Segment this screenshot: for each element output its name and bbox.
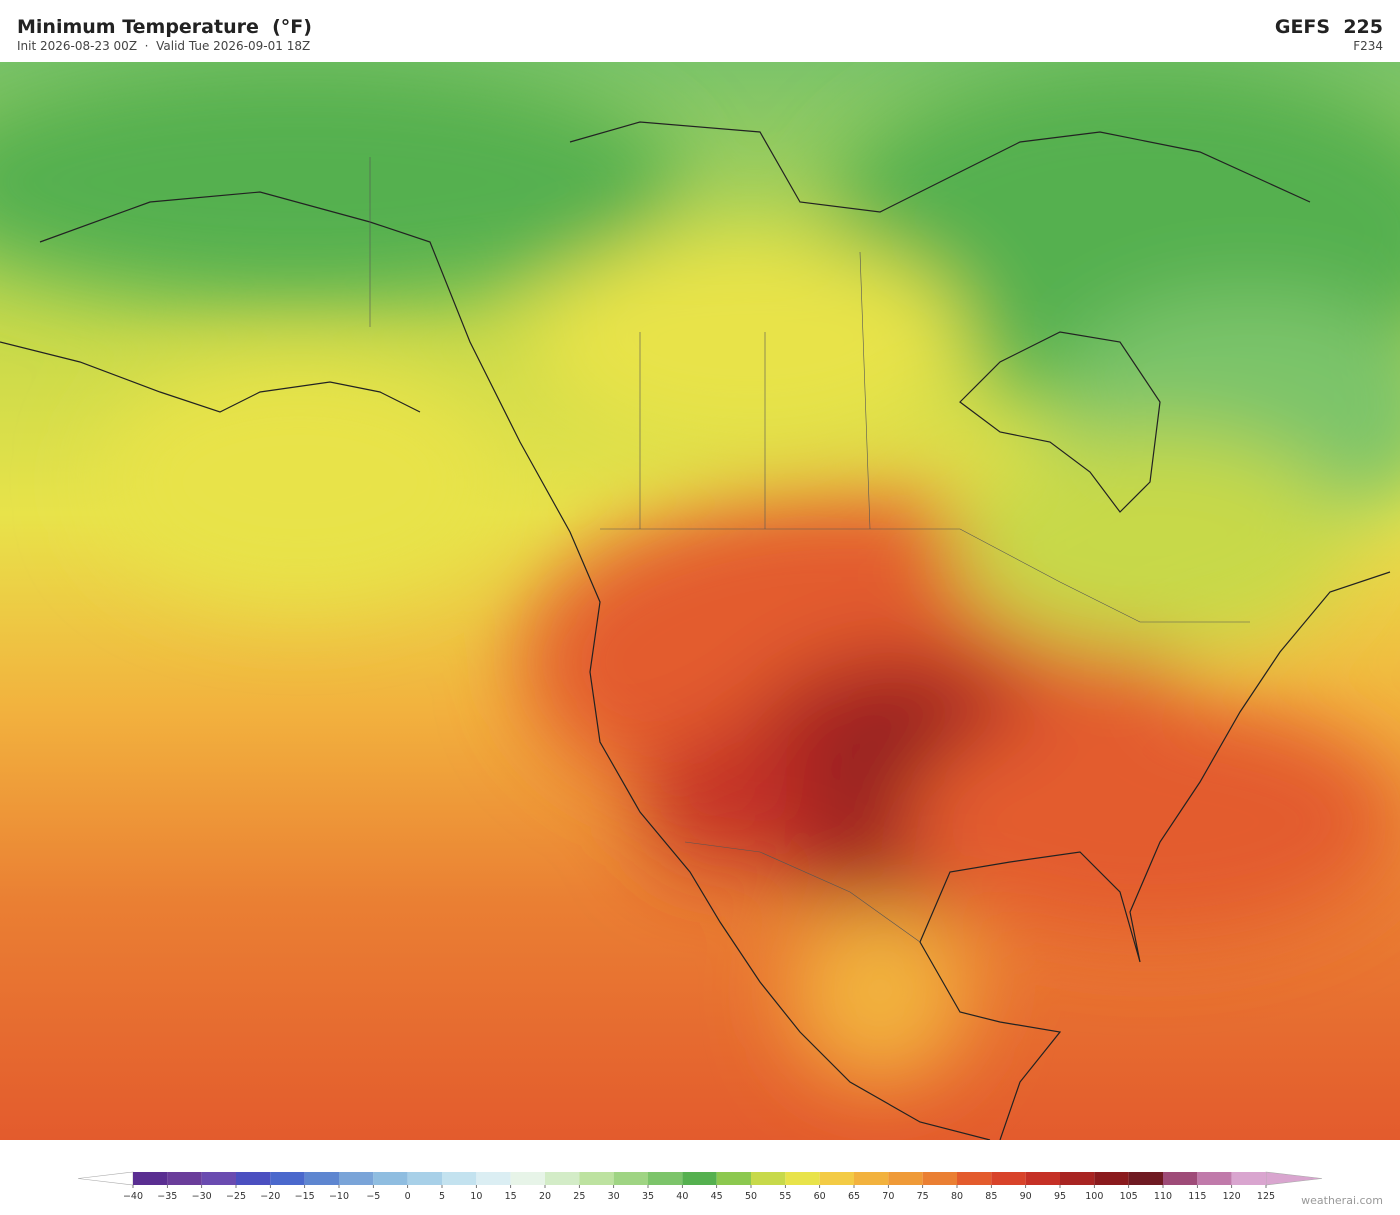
colorbar-over [1265,1171,1323,1186]
colorbar-swatch [957,1172,992,1185]
colorbar-swatch [888,1172,923,1185]
borders [369,157,1250,943]
colorbar-swatch [991,1172,1026,1185]
colorbar-tick-label: −30 [192,1191,212,1202]
colorbar-tick-label: −20 [260,1191,280,1202]
colorbar-tick-label: 90 [1020,1191,1032,1202]
credit: weatherai.com [1301,1194,1383,1207]
colorbar-swatch [613,1172,648,1185]
colorbar-tick-label: 115 [1188,1191,1206,1202]
colorbar-swatch [442,1172,477,1185]
colorbar-swatch [476,1172,511,1185]
colorbar-swatch [648,1172,683,1185]
colorbar-swatch [682,1172,717,1185]
colorbar-swatch [579,1172,614,1185]
colorbar-tick-label: 55 [779,1191,791,1202]
colorbar-swatch [751,1172,786,1185]
colorbar-swatch [1128,1172,1163,1185]
colorbar-swatch [545,1172,580,1185]
colorbar-tick-label: 10 [470,1191,482,1202]
map [0,62,1400,1140]
colorbar-tick-label: 40 [676,1191,688,1202]
colorbar-swatch [133,1172,168,1185]
colorbar-swatch [270,1172,305,1185]
colorbar-swatch [716,1172,751,1185]
colorbar-tick-label: 0 [405,1191,411,1202]
colorbar-swatch [1025,1172,1060,1185]
colorbar-tick-label: 65 [848,1191,860,1202]
colorbar-swatch [167,1172,202,1185]
colorbar-tick-label: 120 [1223,1191,1241,1202]
colorbar-tick-label: 25 [573,1191,585,1202]
colorbar-tick-label: 85 [985,1191,997,1202]
colorbar-swatch [819,1172,854,1185]
colorbar-tick-label: 75 [917,1191,929,1202]
colorbar-swatch [236,1172,271,1185]
colorbar-under [77,1171,134,1186]
colorbar-tick-label: 5 [439,1191,445,1202]
colorbar: −40 −35 −30 −25 −20 −15 −10 −5 0 5 10 15 20 25 30 35 40 4… [77,1171,1323,1202]
colorbar-swatch [1094,1172,1129,1185]
colorbar-swatch [339,1172,374,1185]
colorbar-swatch [1197,1172,1232,1185]
colorbar-tick-label: 100 [1085,1191,1103,1202]
colorbar-tick-label: 50 [745,1191,757,1202]
colorbar-tick-label: 110 [1154,1191,1172,1202]
colorbar-tick-label: 35 [642,1191,654,1202]
colorbar-swatch [854,1172,889,1185]
colorbar-tick-label: 20 [539,1191,551,1202]
model: GEFS 225 [1274,16,1383,38]
colorbar-swatch [1060,1172,1095,1185]
colorbar-tick-label: −25 [226,1191,246,1202]
colorbar-tick-label: 30 [608,1191,620,1202]
temperature-field [0,62,1400,1082]
colorbar-swatch [922,1172,957,1185]
colorbar-swatch [1163,1172,1198,1185]
subtitle: Init 2026-08-23 00Z · Valid Tue 2026-09-… [17,39,311,53]
colorbar-tick-label: −5 [366,1191,380,1202]
colorbar-swatch [1231,1172,1266,1185]
colorbar-tick-label: 45 [711,1191,723,1202]
colorbar-tick-label: −35 [157,1191,177,1202]
colorbar-tick-label: −40 [123,1191,143,1202]
title: Minimum Temperature (°F) [17,16,312,38]
colorbar-tick-label: 125 [1257,1191,1275,1202]
colorbar-tick-label: 60 [814,1191,826,1202]
colorbar-swatch [304,1172,339,1185]
colorbar-swatch [201,1172,236,1185]
colorbar-tick-label: 105 [1120,1191,1138,1202]
colorbar-swatch [373,1172,408,1185]
colorbar-tick-label: 80 [951,1191,963,1202]
colorbar-swatch [407,1172,442,1185]
colorbar-tick-label: 70 [882,1191,894,1202]
colorbar-swatch [510,1172,545,1185]
colorbar-tick-label: 95 [1054,1191,1066,1202]
colorbar-tick-label: 15 [505,1191,517,1202]
colorbar-tick-label: −10 [329,1191,349,1202]
forecast-hour: F234 [1353,39,1383,53]
colorbar-tick-label: −15 [295,1191,315,1202]
colorbar-swatch [785,1172,820,1185]
